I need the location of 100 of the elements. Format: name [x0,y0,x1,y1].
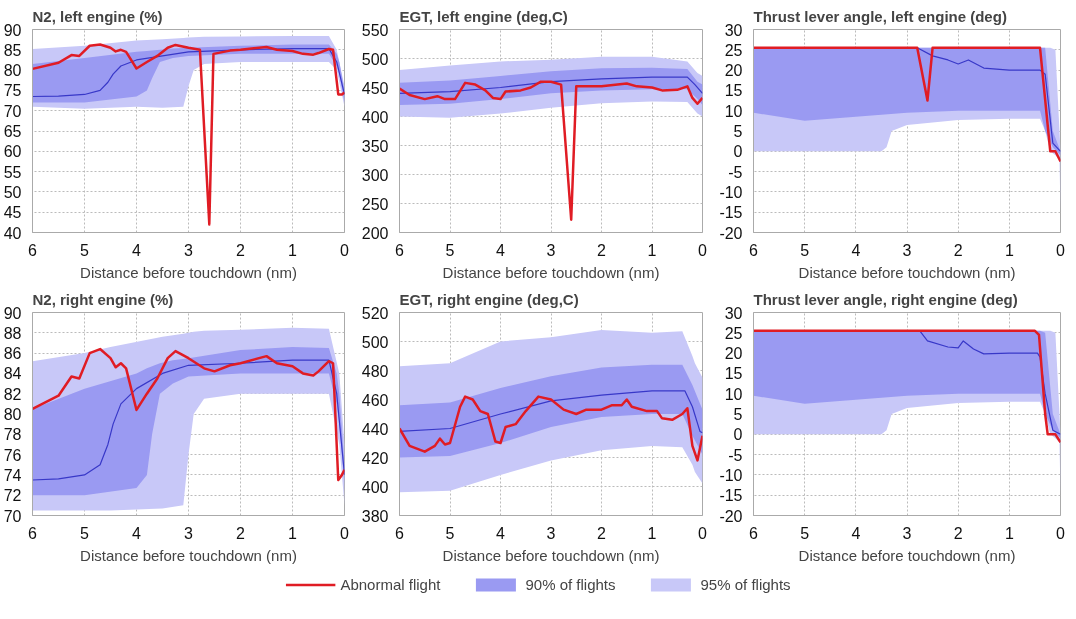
y-tick-label: 80 [3,62,22,80]
y-tick-label: 50 [3,183,22,201]
chart-title: N2, right engine (%) [32,290,174,308]
y-tick-label: 70 [3,507,22,525]
x-tick-label: 3 [902,524,912,542]
y-tick-label: -20 [719,507,743,525]
x-axis-title: Distance before touchdown (nm) [798,263,1016,281]
x-tick-label: 5 [445,241,455,259]
x-axis-title: Distance before touchdown (nm) [80,546,297,564]
x-tick-label: 1 [1004,241,1014,259]
x-tick-label: 6 [395,524,405,542]
y-tick-label: 55 [3,163,22,181]
y-tick-label: 25 [724,41,743,59]
x-tick-label: 1 [288,524,298,542]
y-tick-label: -5 [728,446,743,464]
x-tick-label: 4 [496,241,506,259]
y-tick-label: 250 [361,195,389,213]
line-series [32,43,345,226]
x-tick-label: 1 [288,241,298,259]
x-axis-title: Distance before touchdown (nm) [80,263,297,281]
line-series [399,80,703,221]
y-tick-label: 82 [3,385,22,403]
y-tick-label: 350 [361,137,389,155]
y-tick-label: 500 [361,333,389,351]
x-tick-label: 0 [698,524,708,542]
y-tick-label: 65 [3,123,22,140]
y-tick-label: 15 [724,82,743,100]
y-tick-label: 90 [3,304,22,322]
y-tick-label: 450 [361,79,389,97]
x-tick-label: 2 [236,524,246,542]
y-tick-label: 5 [733,123,743,140]
y-tick-label: 400 [361,108,389,126]
x-tick-label: 3 [902,241,912,259]
y-tick-label: 74 [3,466,22,484]
x-tick-label: 2 [597,241,607,259]
x-tick-label: 2 [953,524,963,542]
y-tick-label: 78 [3,426,22,444]
x-tick-label: 5 [800,241,810,259]
x-tick-label: 6 [28,241,38,259]
y-tick-label: 45 [3,204,22,222]
y-tick-label: 10 [724,385,743,403]
x-tick-label: 0 [340,241,350,259]
y-tick-label: 300 [361,166,389,184]
chart-title: EGT, right engine (deg,C) [399,290,579,308]
y-tick-label: 60 [3,143,22,161]
y-tick-label: 0 [733,143,743,161]
y-tick-label: 86 [3,345,22,363]
y-tick-label: 80 [3,406,22,423]
line-series [399,76,703,94]
y-tick-label: 500 [361,50,389,68]
x-tick-label: 6 [28,524,38,542]
x-tick-label: 5 [445,524,455,542]
legend-label: 95% of flights [700,575,791,593]
y-tick-label: 88 [3,324,22,342]
x-tick-label: 1 [647,524,657,542]
x-tick-label: 3 [184,241,194,259]
x-tick-label: 2 [597,524,607,542]
y-tick-label: -20 [719,224,743,242]
x-tick-label: 3 [546,524,556,542]
x-tick-label: 4 [132,241,142,259]
y-tick-label: 550 [361,21,389,39]
chart-title: Thrust lever angle, left engine (deg) [753,7,1007,25]
y-tick-label: 75 [3,82,22,100]
y-tick-label: -10 [719,183,743,201]
x-tick-label: 4 [132,524,142,542]
chart-title: Thrust lever angle, right engine (deg) [753,290,1018,308]
y-tick-label: -10 [719,466,743,484]
y-tick-label: 460 [361,391,389,409]
y-tick-label: -5 [728,163,743,181]
legend-label: 90% of flights [525,575,616,593]
y-tick-label: 30 [724,21,743,39]
x-axis-title: Distance before touchdown (nm) [442,546,660,564]
x-tick-label: 5 [80,524,90,542]
y-tick-label: 72 [3,487,22,505]
x-tick-label: 0 [340,524,350,542]
y-tick-label: 84 [3,365,22,383]
x-tick-label: 1 [647,241,657,259]
y-tick-label: 10 [724,102,743,120]
x-tick-label: 3 [546,241,556,259]
y-tick-label: -15 [719,204,743,222]
y-tick-label: 70 [3,102,22,120]
x-tick-label: 0 [1056,524,1066,542]
y-tick-label: 25 [724,324,743,342]
y-tick-label: 20 [724,345,743,363]
y-tick-label: 85 [3,41,22,59]
x-tick-label: 5 [80,241,90,259]
x-tick-label: 4 [851,524,861,542]
y-tick-label: 520 [361,304,389,322]
y-tick-label: 480 [361,362,389,380]
chart-title: EGT, left engine (deg,C) [399,7,568,25]
y-tick-label: 30 [724,304,743,322]
x-tick-label: 2 [953,241,963,259]
y-tick-label: 380 [361,507,389,525]
x-tick-label: 2 [236,241,246,259]
y-tick-label: 0 [733,426,743,444]
y-tick-label: 90 [3,21,22,39]
y-tick-label: 200 [361,224,389,242]
x-tick-label: 1 [1004,524,1014,542]
x-tick-label: 4 [496,524,506,542]
legend-label: Abnormal flight [340,575,441,593]
